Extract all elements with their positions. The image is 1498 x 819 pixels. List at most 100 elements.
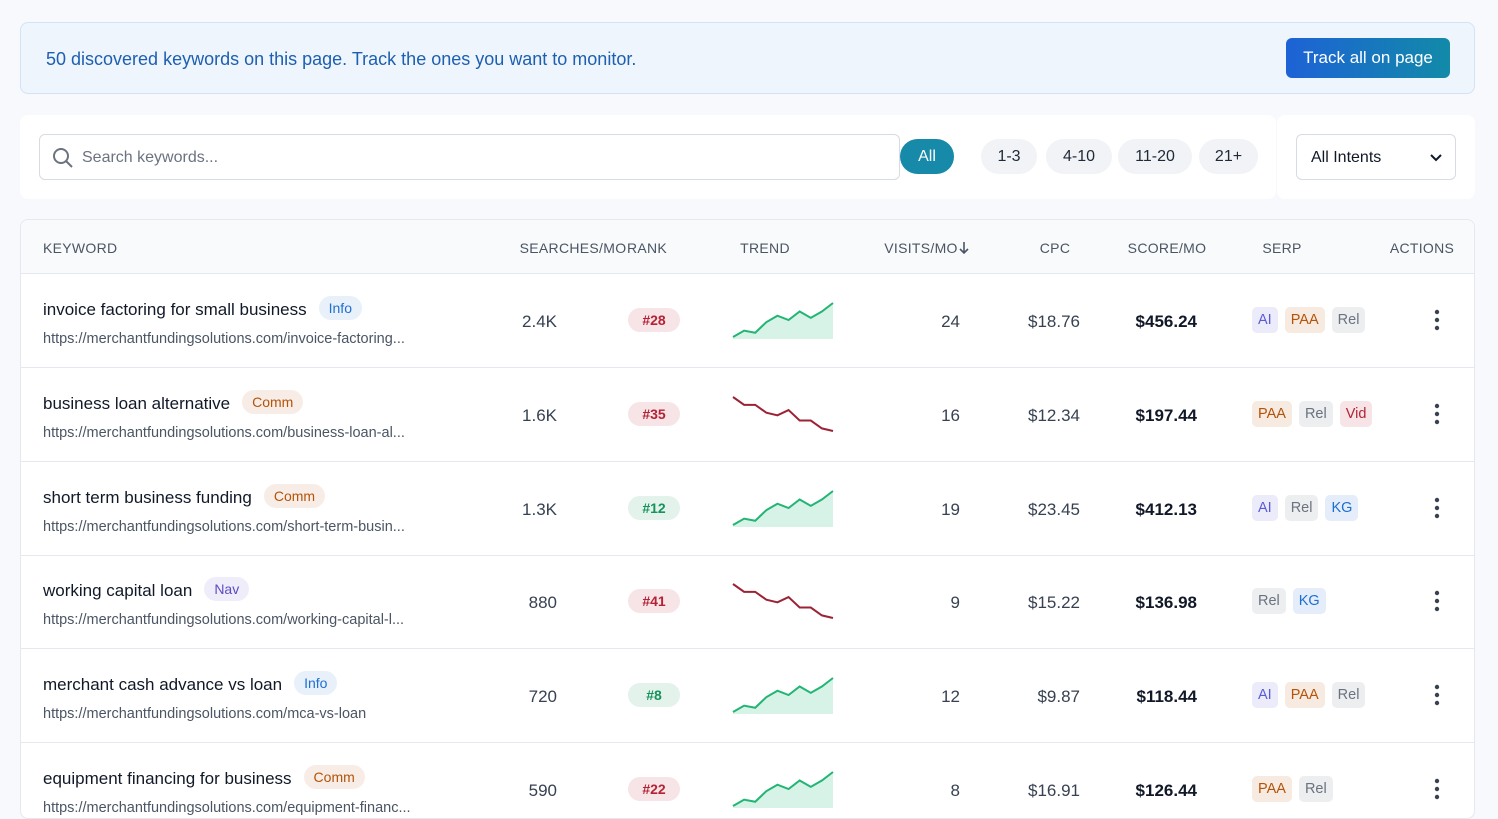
searches: 1.3K (522, 499, 557, 519)
table-row: working capital loan Nav https://merchantf… (21, 555, 1474, 650)
serp-features: Rel KG (1252, 588, 1333, 615)
intent-filter: All Intents (1277, 115, 1475, 199)
trend-sparkline (732, 489, 834, 527)
column-header: RANK (626, 240, 668, 256)
range-pill[interactable]: 21+ (1199, 139, 1258, 174)
action-dot (1434, 591, 1440, 596)
keyword-table: KEYWORD SEARCHES/MO RANK TREND VISITS/MO CPC S… (20, 219, 1475, 819)
serp-tag: AI (1252, 682, 1278, 709)
intent-badge: Comm (303, 765, 365, 789)
intent-select[interactable]: All Intents (1296, 134, 1456, 180)
table-header: KEYWORD SEARCHES/MO RANK TREND VISITS/MO CPC S… (21, 220, 1474, 274)
action-dot (1434, 692, 1440, 698)
search-placeholder: Search keywords... (82, 149, 219, 166)
rank-badge: #28 (628, 308, 680, 332)
searches: 1.6K (522, 405, 557, 425)
serp-tag: Vid (1339, 400, 1373, 427)
range-pill[interactable]: 1-3 (981, 139, 1037, 174)
action-dot (1434, 505, 1440, 510)
keyword: working capital loan (43, 581, 193, 601)
column-header: VISITS/MO (884, 240, 958, 256)
row-actions[interactable] (1432, 778, 1442, 800)
action-dot (1434, 778, 1440, 784)
serp-tag: AI (1252, 307, 1278, 333)
action-dot (1434, 599, 1440, 604)
trend-sparkline (732, 677, 834, 715)
trend-area (733, 772, 833, 808)
row-actions[interactable] (1432, 309, 1442, 331)
trend-area (733, 490, 833, 527)
column-header: CPC (1039, 240, 1071, 256)
serp-tag: Rel (1331, 307, 1366, 333)
range-pill[interactable]: 11-20 (1118, 139, 1192, 174)
visits: 19 (941, 499, 960, 519)
action-dot (1434, 607, 1440, 612)
row-actions[interactable] (1432, 590, 1442, 612)
serp-tag: AI (1252, 494, 1278, 521)
column-header: TREND (740, 240, 790, 256)
serp-tag: PAA (1284, 682, 1325, 709)
keyword: short term business funding (43, 487, 252, 507)
serp-tag: PAA (1252, 776, 1292, 802)
keyword-url: https://merchantfundingsolutions.com/inv… (43, 331, 405, 347)
action-dot (1434, 419, 1440, 424)
sort-arrow-path (959, 242, 969, 255)
cpc: $16.91 (1028, 781, 1080, 800)
rank-badge: #8 (628, 683, 680, 708)
row-actions[interactable] (1432, 403, 1442, 425)
row-actions[interactable] (1432, 497, 1442, 519)
keyword: business loan alternative (43, 393, 231, 413)
action-dot (1434, 684, 1440, 690)
score: $412.13 (1135, 499, 1197, 519)
banner: 50 discovered keywords on this page. Tra… (20, 22, 1475, 94)
table-row: invoice factoring for small business Info… (21, 274, 1474, 368)
serp-tag: Rel (1298, 776, 1333, 802)
cpc: $9.87 (1037, 687, 1080, 707)
column-header: KEYWORD (43, 240, 118, 256)
intent-select-label: All Intents (1311, 149, 1382, 166)
search-input[interactable]: Search keywords... (39, 134, 900, 180)
track-all-button[interactable]: Track all on page (1286, 38, 1450, 78)
rank-badge: #12 (628, 495, 680, 520)
intent-badge: Comm (242, 389, 304, 414)
rank-badge: #22 (628, 777, 680, 801)
trend-line (732, 395, 834, 432)
banner-text: 50 discovered keywords on this page. Tra… (46, 49, 637, 69)
cpc: $18.76 (1028, 312, 1080, 331)
range-pill[interactable]: 4-10 (1046, 139, 1112, 174)
table-row: equipment financing for business Comm http… (21, 743, 1474, 818)
serp-tag: PAA (1252, 400, 1292, 427)
trend-area (733, 303, 833, 339)
keyword-url: https://merchantfundingsolutions.com/equ… (43, 800, 411, 816)
visits: 9 (950, 593, 960, 613)
table-row: short term business funding Comm https://m… (21, 462, 1474, 556)
trend-line (732, 302, 834, 338)
trend-sparkline (732, 583, 834, 620)
searches: 2.4K (522, 312, 557, 331)
score: $136.98 (1135, 593, 1197, 613)
serp-tag: Rel (1252, 588, 1286, 615)
visits: 12 (941, 687, 960, 707)
table-row: business loan alternative Comm https://mer… (21, 368, 1474, 462)
trend-sparkline (732, 302, 834, 339)
cpc: $12.34 (1028, 405, 1080, 425)
serp-features: AI PAA Rel (1252, 307, 1372, 333)
trend-line (732, 771, 834, 807)
score: $456.24 (1135, 312, 1197, 331)
serp-features: AI Rel KG (1252, 494, 1365, 521)
row-actions[interactable] (1432, 684, 1442, 706)
searches: 590 (528, 781, 557, 800)
searches: 880 (528, 593, 557, 613)
serp-features: AI PAA Rel (1252, 682, 1372, 709)
action-dot (1434, 325, 1440, 331)
trend-sparkline (732, 771, 834, 808)
serp-tag: Rel (1284, 494, 1319, 521)
trend-area (733, 678, 833, 715)
chevron-icon (1430, 154, 1442, 162)
intent-badge: Info (318, 296, 362, 320)
action-dot (1434, 513, 1440, 518)
intent-badge: Comm (263, 483, 326, 508)
range-pill[interactable]: All (900, 139, 954, 174)
search-icon (53, 148, 73, 168)
